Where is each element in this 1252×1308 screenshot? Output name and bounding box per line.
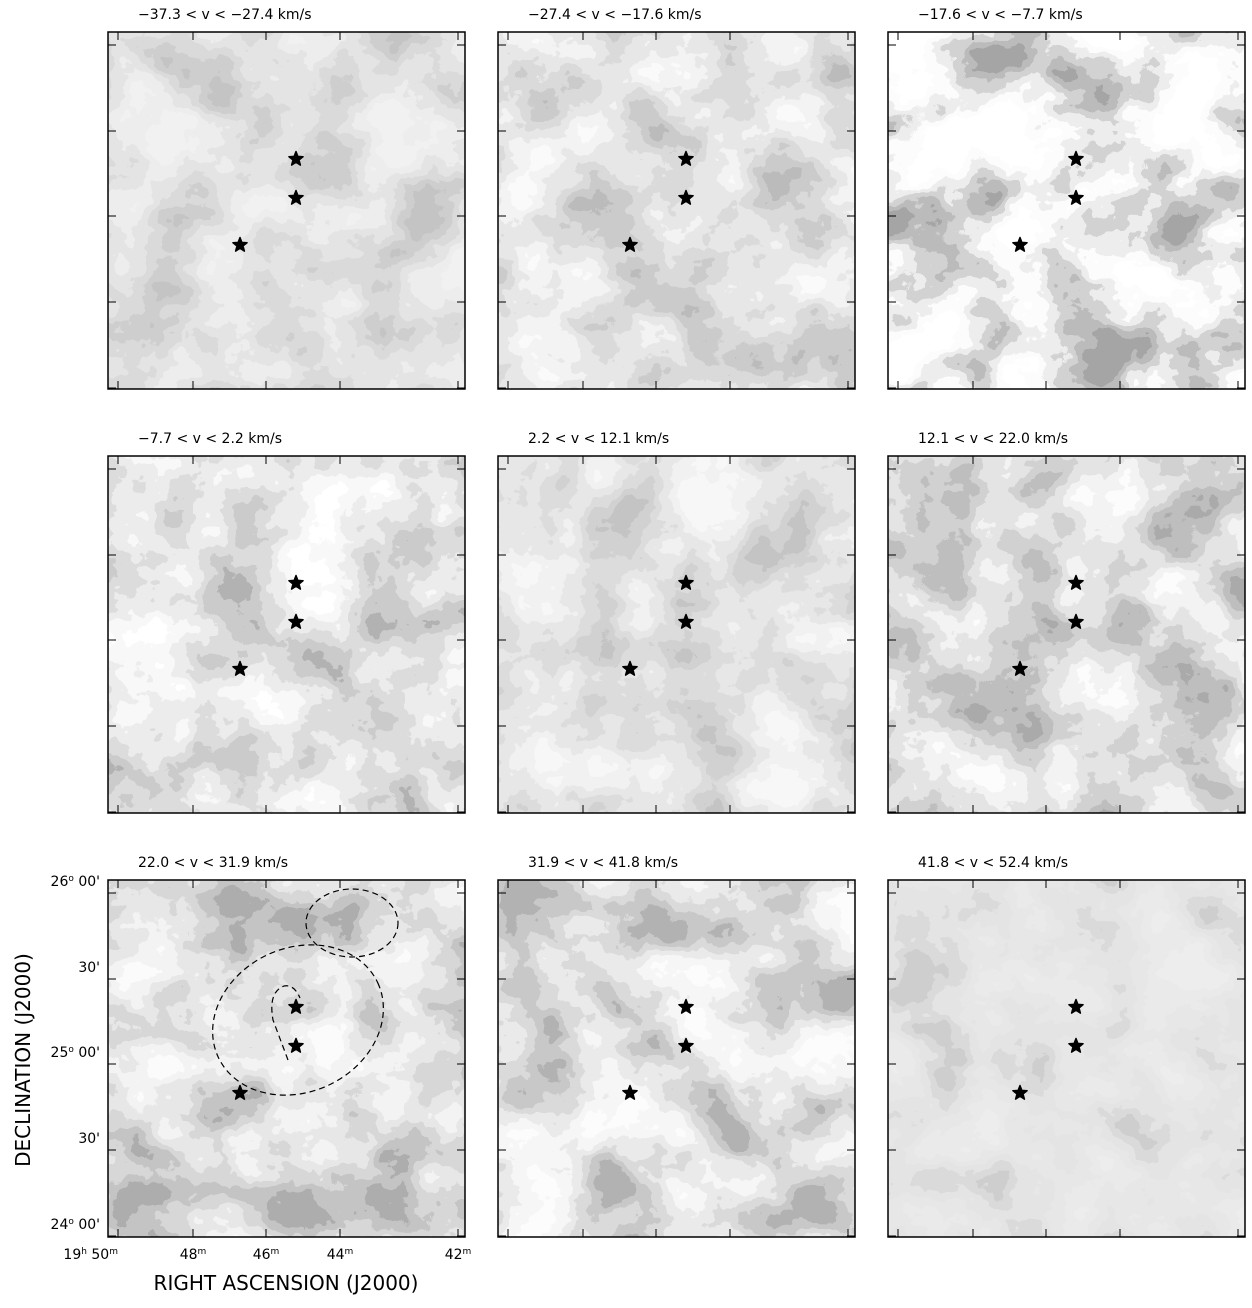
star-marker: [1068, 189, 1084, 205]
panel-title: −17.6 < v < −7.7 km/s: [918, 7, 1083, 23]
panel-title: 41.8 < v < 52.4 km/s: [918, 855, 1068, 871]
panel-frame: [887, 455, 1246, 814]
star-marker: [622, 1084, 638, 1100]
star-marker: [1012, 660, 1028, 676]
panel-title: 22.0 < v < 31.9 km/s: [138, 855, 288, 871]
y-tick-label: 30': [78, 1131, 100, 1147]
star-marker: [1068, 150, 1084, 166]
star-marker: [288, 189, 304, 205]
dashed-region: [271, 985, 301, 1061]
channel-panel: −37.3 < v < −27.4 km/s: [107, 7, 466, 390]
x-tick-label: 48m: [180, 1247, 207, 1263]
channel-panel: 2.2 < v < 12.1 km/s: [497, 431, 856, 814]
panel-title: −27.4 < v < −17.6 km/s: [528, 7, 702, 23]
panel-title: −7.7 < v < 2.2 km/s: [138, 431, 282, 447]
intensity-map: [888, 32, 1245, 389]
star-marker: [1012, 236, 1028, 252]
star-marker: [678, 150, 694, 166]
star-marker: [288, 574, 304, 590]
intensity-map: [498, 32, 855, 389]
star-marker: [622, 236, 638, 252]
panel-frame: [887, 31, 1246, 390]
star-marker: [288, 613, 304, 629]
channel-panel: 22.0 < v < 31.9 km/s 26o 00' 30' 25o 00' 30'…: [51, 855, 472, 1263]
intensity-map: [888, 880, 1245, 1237]
panel-title: 31.9 < v < 41.8 km/s: [528, 855, 678, 871]
x-tick-label: 44m: [327, 1247, 354, 1263]
x-axis-label: RIGHT ASCENSION (J2000): [154, 1271, 419, 1295]
intensity-map: [498, 456, 855, 813]
star-marker: [1012, 1084, 1028, 1100]
panel-frame: [887, 879, 1246, 1238]
y-axis-label: DECLINATION (J2000): [11, 953, 35, 1167]
star-marker: [288, 150, 304, 166]
star-marker: [678, 1037, 694, 1053]
dashed-region: [305, 888, 399, 958]
panel-frame: [107, 455, 466, 814]
y-tick-label: 24o 00': [51, 1217, 100, 1233]
channel-panel: −17.6 < v < −7.7 km/s: [887, 7, 1246, 390]
star-marker: [1068, 613, 1084, 629]
panel-frame: [107, 879, 466, 1238]
channel-panel: −27.4 < v < −17.6 km/s: [497, 7, 856, 390]
y-tick-label: 25o 00': [51, 1045, 100, 1061]
intensity-map: [108, 880, 465, 1237]
intensity-map: [108, 32, 465, 389]
x-tick-label: 42m: [445, 1247, 472, 1263]
panel-title: 12.1 < v < 22.0 km/s: [918, 431, 1068, 447]
intensity-map: [498, 880, 855, 1237]
star-marker: [1068, 1037, 1084, 1053]
panel-frame: [497, 31, 856, 390]
x-tick-label: 19h 50m: [63, 1247, 118, 1263]
star-marker: [678, 189, 694, 205]
star-marker: [232, 1084, 248, 1100]
y-tick-label: 30': [78, 960, 100, 976]
channel-panel: 31.9 < v < 41.8 km/s: [497, 855, 856, 1238]
star-marker: [288, 1037, 304, 1053]
star-marker: [232, 660, 248, 676]
star-marker: [288, 998, 304, 1014]
panel-title: −37.3 < v < −27.4 km/s: [138, 7, 312, 23]
channel-panel: 41.8 < v < 52.4 km/s: [887, 855, 1246, 1238]
star-marker: [622, 660, 638, 676]
intensity-map: [888, 456, 1245, 813]
y-tick-label: 26o 00': [51, 874, 100, 890]
star-marker: [678, 998, 694, 1014]
star-marker: [1068, 998, 1084, 1014]
star-marker: [678, 574, 694, 590]
panel-frame: [497, 879, 856, 1238]
channel-panel: −7.7 < v < 2.2 km/s: [107, 431, 466, 814]
panel-frame: [497, 455, 856, 814]
star-marker: [232, 236, 248, 252]
x-tick-label: 46m: [253, 1247, 280, 1263]
intensity-map: [108, 456, 465, 813]
panel-title: 2.2 < v < 12.1 km/s: [528, 431, 669, 447]
channel-panel: 12.1 < v < 22.0 km/s: [887, 431, 1246, 814]
star-marker: [1068, 574, 1084, 590]
panel-frame: [107, 31, 466, 390]
star-marker: [678, 613, 694, 629]
dashed-region: [212, 944, 384, 1096]
